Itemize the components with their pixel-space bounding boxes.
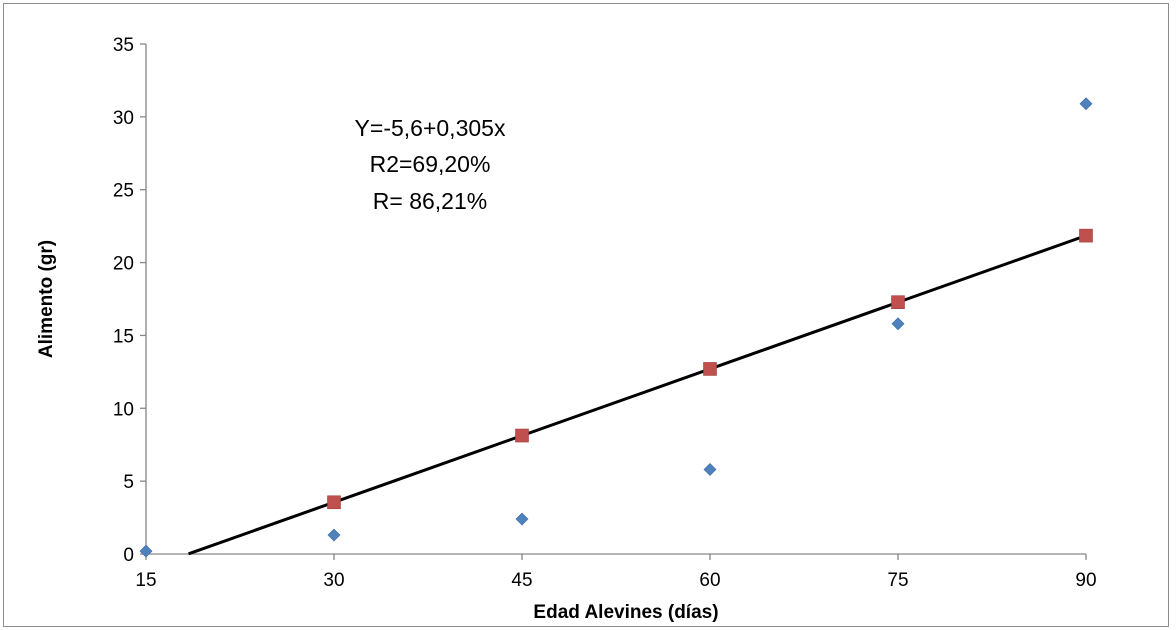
y-tick-label: 0	[123, 545, 134, 566]
annotation-line-3: R= 86,21%	[373, 188, 487, 214]
annotation-line-1: Y=-5,6+0,305x	[355, 115, 506, 141]
series-2-point	[703, 362, 717, 376]
x-tick-label: 15	[135, 570, 156, 591]
x-tick-label: 90	[1075, 570, 1096, 591]
series-1-point	[891, 317, 905, 331]
series-1-point	[703, 463, 717, 476]
series-1-point	[139, 544, 153, 558]
y-tick-label: 15	[113, 326, 134, 347]
series-1-point	[515, 512, 529, 526]
axes	[145, 44, 1086, 555]
series-2-point	[1079, 228, 1093, 243]
series-2-point	[515, 428, 529, 443]
ticks: 0 5 10 15 20 25 30 35 15 30 45 60 75 90	[113, 35, 1097, 591]
regression-annotation: Y=-5,6+0,305x R2=69,20% R= 86,21%	[355, 115, 506, 214]
data-points	[139, 97, 1093, 558]
x-tick-label: 30	[323, 570, 344, 591]
y-tick-label: 10	[113, 399, 134, 420]
series-2-point	[327, 495, 341, 510]
series-1-point	[1079, 97, 1093, 111]
annotation-line-2: R2=69,20%	[370, 151, 491, 177]
y-tick-label: 20	[113, 254, 134, 275]
x-axis-title: Edad Alevines (días)	[533, 602, 718, 623]
y-tick-label: 25	[113, 181, 134, 202]
y-tick-label: 35	[113, 35, 134, 56]
chart-frame	[3, 3, 1169, 627]
x-tick-label: 60	[699, 570, 720, 591]
series-1-point	[327, 528, 341, 542]
x-tick-label: 75	[887, 570, 908, 591]
y-tick-label: 5	[123, 472, 134, 493]
x-tick-label: 45	[511, 570, 532, 591]
y-axis-title: Alimento (gr)	[36, 240, 57, 358]
y-tick-label: 30	[113, 108, 134, 129]
series-2-point	[891, 295, 905, 310]
trendline-group	[188, 234, 1087, 556]
trendline	[188, 234, 1087, 556]
